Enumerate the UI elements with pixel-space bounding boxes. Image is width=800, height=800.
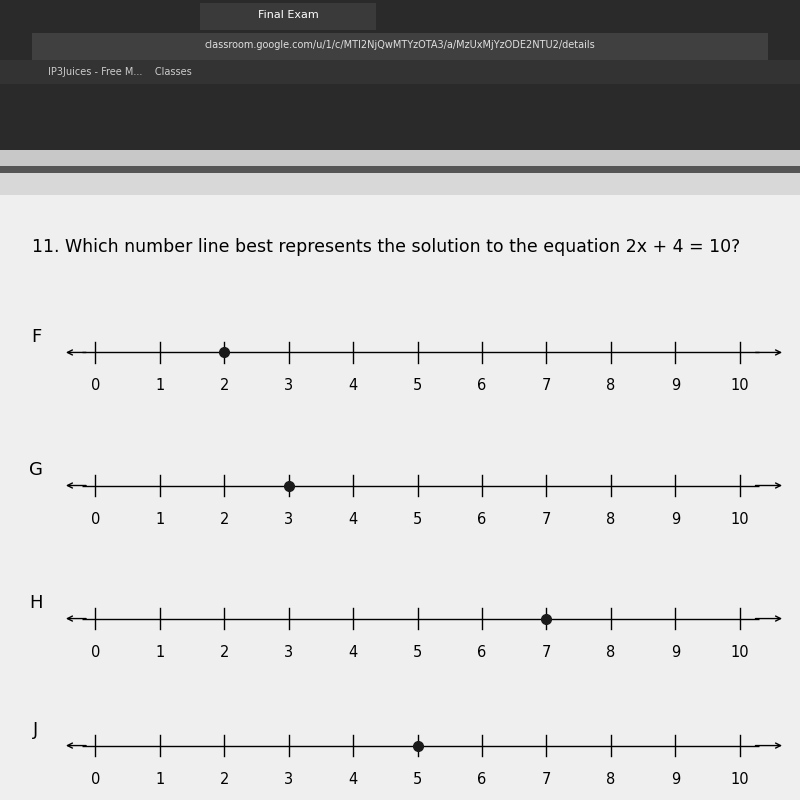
Text: 5: 5 (413, 511, 422, 526)
Text: 5: 5 (413, 771, 422, 786)
Text: 4: 4 (349, 771, 358, 786)
Text: 7: 7 (542, 511, 551, 526)
Text: 2: 2 (219, 771, 229, 786)
Text: 10: 10 (730, 771, 749, 786)
Text: 6: 6 (478, 645, 486, 659)
Text: J: J (34, 722, 38, 739)
Text: 6: 6 (478, 771, 486, 786)
Text: 9: 9 (670, 511, 680, 526)
Text: 9: 9 (670, 771, 680, 786)
Text: 2: 2 (219, 511, 229, 526)
Text: 1: 1 (155, 645, 165, 659)
Text: 6: 6 (478, 378, 486, 394)
Text: 9: 9 (670, 645, 680, 659)
Text: 8: 8 (606, 378, 615, 394)
Text: 10: 10 (730, 511, 749, 526)
Text: IP3Juices - Free M...    Classes: IP3Juices - Free M... Classes (48, 67, 192, 77)
Text: 3: 3 (284, 771, 294, 786)
Text: 7: 7 (542, 771, 551, 786)
Text: 1: 1 (155, 511, 165, 526)
Text: 6: 6 (478, 511, 486, 526)
Text: Final Exam: Final Exam (258, 10, 318, 20)
Text: 4: 4 (349, 378, 358, 394)
Text: 5: 5 (413, 645, 422, 659)
Text: 8: 8 (606, 645, 615, 659)
Text: 7: 7 (542, 378, 551, 394)
Text: F: F (31, 328, 41, 346)
Text: 9: 9 (670, 378, 680, 394)
Text: 1: 1 (155, 771, 165, 786)
Text: 3: 3 (284, 645, 294, 659)
Text: 10: 10 (730, 378, 749, 394)
Text: 0: 0 (90, 645, 100, 659)
Text: 3: 3 (284, 511, 294, 526)
Text: 4: 4 (349, 511, 358, 526)
Text: 7: 7 (542, 645, 551, 659)
Text: 3: 3 (284, 378, 294, 394)
Text: 1: 1 (155, 378, 165, 394)
Text: 8: 8 (606, 771, 615, 786)
Text: 11. Which number line best represents the solution to the equation 2x + 4 = 10?: 11. Which number line best represents th… (32, 238, 740, 255)
Text: 8: 8 (606, 511, 615, 526)
Text: 2: 2 (219, 645, 229, 659)
Text: classroom.google.com/u/1/c/MTI2NjQwMTYzOTA3/a/MzUxMjYzODE2NTU2/details: classroom.google.com/u/1/c/MTI2NjQwMTYzO… (205, 40, 595, 50)
Text: H: H (30, 594, 42, 613)
Text: 0: 0 (90, 511, 100, 526)
Text: G: G (29, 462, 43, 479)
Text: 0: 0 (90, 378, 100, 394)
Text: 0: 0 (90, 771, 100, 786)
Text: 5: 5 (413, 378, 422, 394)
Text: 4: 4 (349, 645, 358, 659)
Text: 2: 2 (219, 378, 229, 394)
Text: 10: 10 (730, 645, 749, 659)
